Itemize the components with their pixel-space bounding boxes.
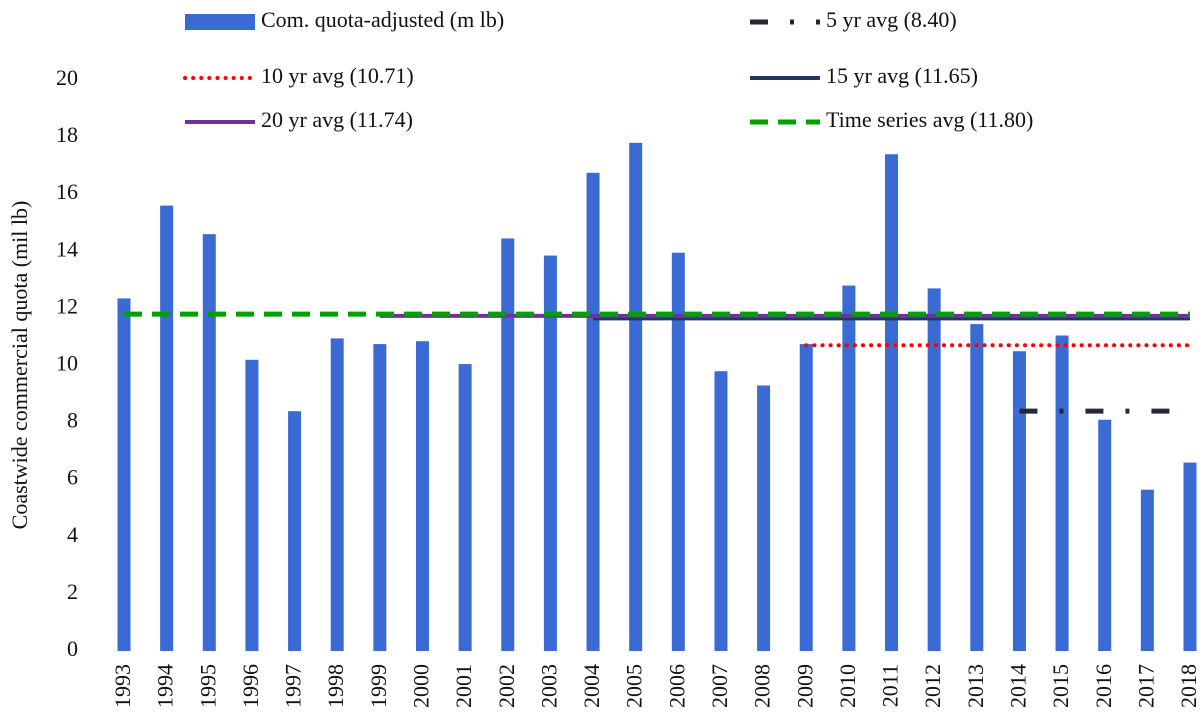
bar bbox=[671, 252, 685, 652]
y-tick-label: 10 bbox=[56, 351, 78, 376]
legend-label: Com. quota-adjusted (m lb) bbox=[261, 7, 504, 32]
x-tick-label: 1997 bbox=[281, 664, 306, 708]
x-tick-label: 2011 bbox=[878, 664, 903, 707]
y-tick-label: 14 bbox=[56, 236, 78, 261]
bar bbox=[245, 359, 259, 651]
x-tick-label: 2012 bbox=[920, 664, 945, 708]
y-tick-label: 18 bbox=[56, 122, 78, 147]
y-tick-label: 4 bbox=[67, 522, 78, 547]
y-tick-label: 20 bbox=[56, 65, 78, 90]
bar bbox=[330, 338, 344, 651]
x-tick-label: 2002 bbox=[494, 664, 519, 708]
x-tick-label: 2016 bbox=[1091, 664, 1116, 708]
legend-swatch bbox=[185, 14, 255, 30]
y-axis-label: Coastwide commercial quota (mil lb) bbox=[7, 201, 32, 530]
x-tick-label: 2007 bbox=[707, 664, 732, 708]
x-tick-label: 1995 bbox=[195, 664, 220, 708]
x-tick-label: 2017 bbox=[1133, 664, 1158, 708]
x-tick-label: 1996 bbox=[238, 664, 263, 708]
x-tick-label: 1994 bbox=[153, 664, 178, 708]
bar bbox=[288, 411, 302, 651]
bar bbox=[160, 205, 174, 651]
x-tick-label: 2018 bbox=[1176, 664, 1201, 708]
x-tick-label: 2013 bbox=[963, 664, 988, 708]
legend-label: 10 yr avg (10.71) bbox=[261, 63, 414, 88]
y-tick-label: 0 bbox=[67, 636, 78, 661]
bar bbox=[927, 288, 941, 651]
bar bbox=[970, 324, 984, 651]
bar bbox=[1012, 351, 1026, 651]
bar bbox=[757, 385, 771, 651]
y-tick-label: 6 bbox=[67, 465, 78, 490]
x-tick-label: 2010 bbox=[835, 664, 860, 708]
legend-label: 15 yr avg (11.65) bbox=[826, 63, 978, 88]
legend-label: 5 yr avg (8.40) bbox=[826, 7, 957, 32]
bar bbox=[501, 238, 515, 651]
legend-label: Time series avg (11.80) bbox=[826, 107, 1033, 132]
x-tick-label: 2009 bbox=[792, 664, 817, 708]
bar bbox=[842, 285, 856, 651]
x-tick-label: 2001 bbox=[451, 664, 476, 708]
bar bbox=[1055, 335, 1069, 651]
bar bbox=[373, 344, 387, 651]
x-tick-label: 2003 bbox=[536, 664, 561, 708]
y-tick-label: 16 bbox=[56, 179, 78, 204]
bar bbox=[1140, 489, 1154, 651]
x-tick-label: 2015 bbox=[1048, 664, 1073, 708]
y-tick-label: 2 bbox=[67, 579, 78, 604]
bar bbox=[885, 154, 899, 652]
x-tick-label: 2004 bbox=[579, 664, 604, 708]
x-tick-label: 2005 bbox=[622, 664, 647, 708]
bar bbox=[714, 371, 728, 651]
x-tick-label: 1999 bbox=[366, 664, 391, 708]
x-tick-label: 2014 bbox=[1005, 664, 1030, 708]
legend-label: 20 yr avg (11.74) bbox=[261, 107, 413, 132]
bar bbox=[117, 298, 131, 651]
bar bbox=[586, 172, 600, 651]
x-tick-label: 2008 bbox=[750, 664, 775, 708]
y-tick-label: 8 bbox=[67, 408, 78, 433]
x-tick-label: 2006 bbox=[664, 664, 689, 708]
bar bbox=[543, 255, 557, 651]
bar bbox=[1183, 462, 1197, 651]
bar bbox=[415, 341, 429, 651]
bar bbox=[458, 364, 472, 651]
bar bbox=[1098, 419, 1112, 651]
bar bbox=[799, 344, 813, 651]
x-tick-label: 2000 bbox=[409, 664, 434, 708]
x-tick-label: 1993 bbox=[110, 664, 135, 708]
y-tick-label: 12 bbox=[56, 293, 78, 318]
x-tick-label: 1998 bbox=[323, 664, 348, 708]
bar bbox=[629, 142, 643, 651]
bar bbox=[202, 234, 216, 652]
